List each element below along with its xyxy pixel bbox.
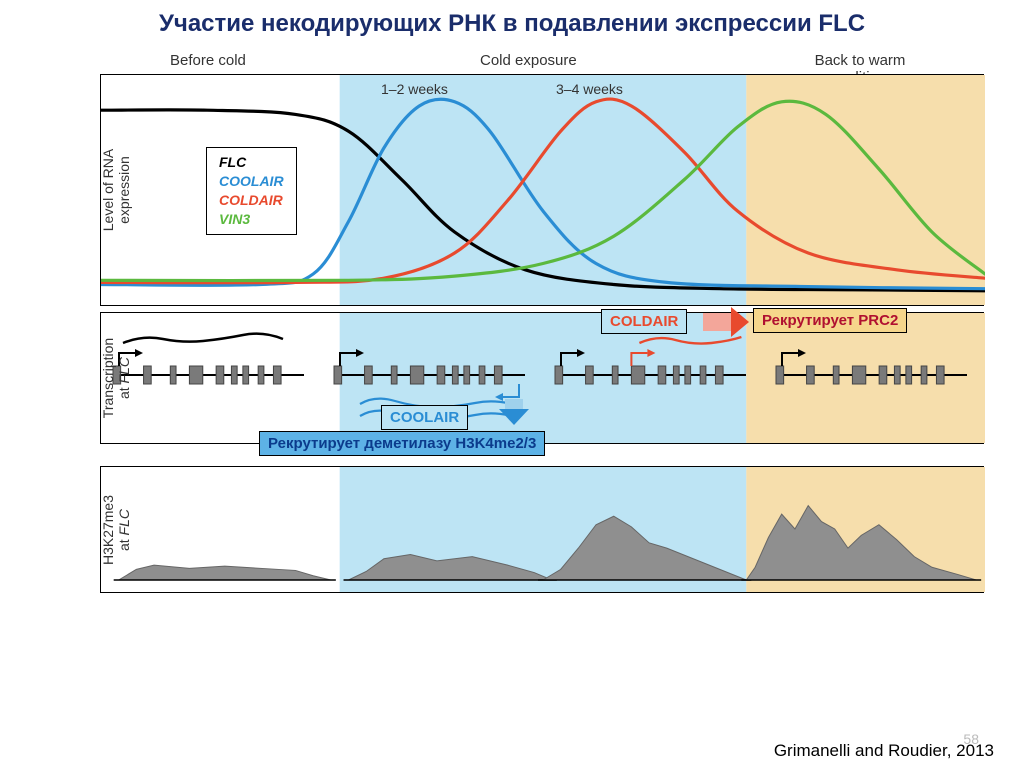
phase-before-cold: Before cold [170, 52, 246, 69]
panel-rna-expression: Level of RNAexpression 1–2 weeks 3–4 wee… [100, 74, 984, 306]
panel-h3k27me3: H3K27me3 at FLC [100, 466, 984, 593]
citation: Grimanelli and Roudier, 2013 [774, 741, 994, 761]
phase-cold-exposure: Cold exposure [480, 52, 577, 69]
phase-labels-row: Before cold Cold exposure Back to warm c… [100, 52, 984, 74]
legend-flc: FLC [219, 153, 284, 172]
coldair-box: COLDAIR [601, 309, 687, 334]
page-title: Участие некодирующих РНК в подавлении эк… [0, 0, 1024, 52]
legend-vin3: VIN3 [219, 210, 284, 229]
sublabel-3-4-weeks: 3–4 weeks [556, 81, 623, 97]
prc2-box: Рекрутирует PRC2 [753, 308, 907, 333]
h3k27me3-svg [101, 467, 985, 592]
legend-coolair: COOLAIR [219, 172, 284, 191]
demethylase-box: Рекрутирует деметилазу H3K4me2/3 [259, 431, 545, 456]
ylabel-rna: Level of RNAexpression [100, 120, 132, 260]
ylabel-h3k27me3: H3K27me3 at FLC [100, 460, 132, 600]
legend-box: FLC COOLAIR COLDAIR VIN3 [206, 147, 297, 235]
legend-coldair: COLDAIR [219, 191, 284, 210]
ylabel-transcription: Transcription at FLC [100, 308, 132, 448]
arrow-prc2 [703, 307, 749, 337]
chart-container: Before cold Cold exposure Back to warm c… [100, 52, 984, 593]
panel-transcription: Transcription at FLC COLDAIR Рекрутирует… [100, 312, 984, 444]
arrow-demethylase [499, 399, 529, 425]
sublabel-1-2-weeks: 1–2 weeks [381, 81, 448, 97]
coolair-box: COOLAIR [381, 405, 468, 430]
